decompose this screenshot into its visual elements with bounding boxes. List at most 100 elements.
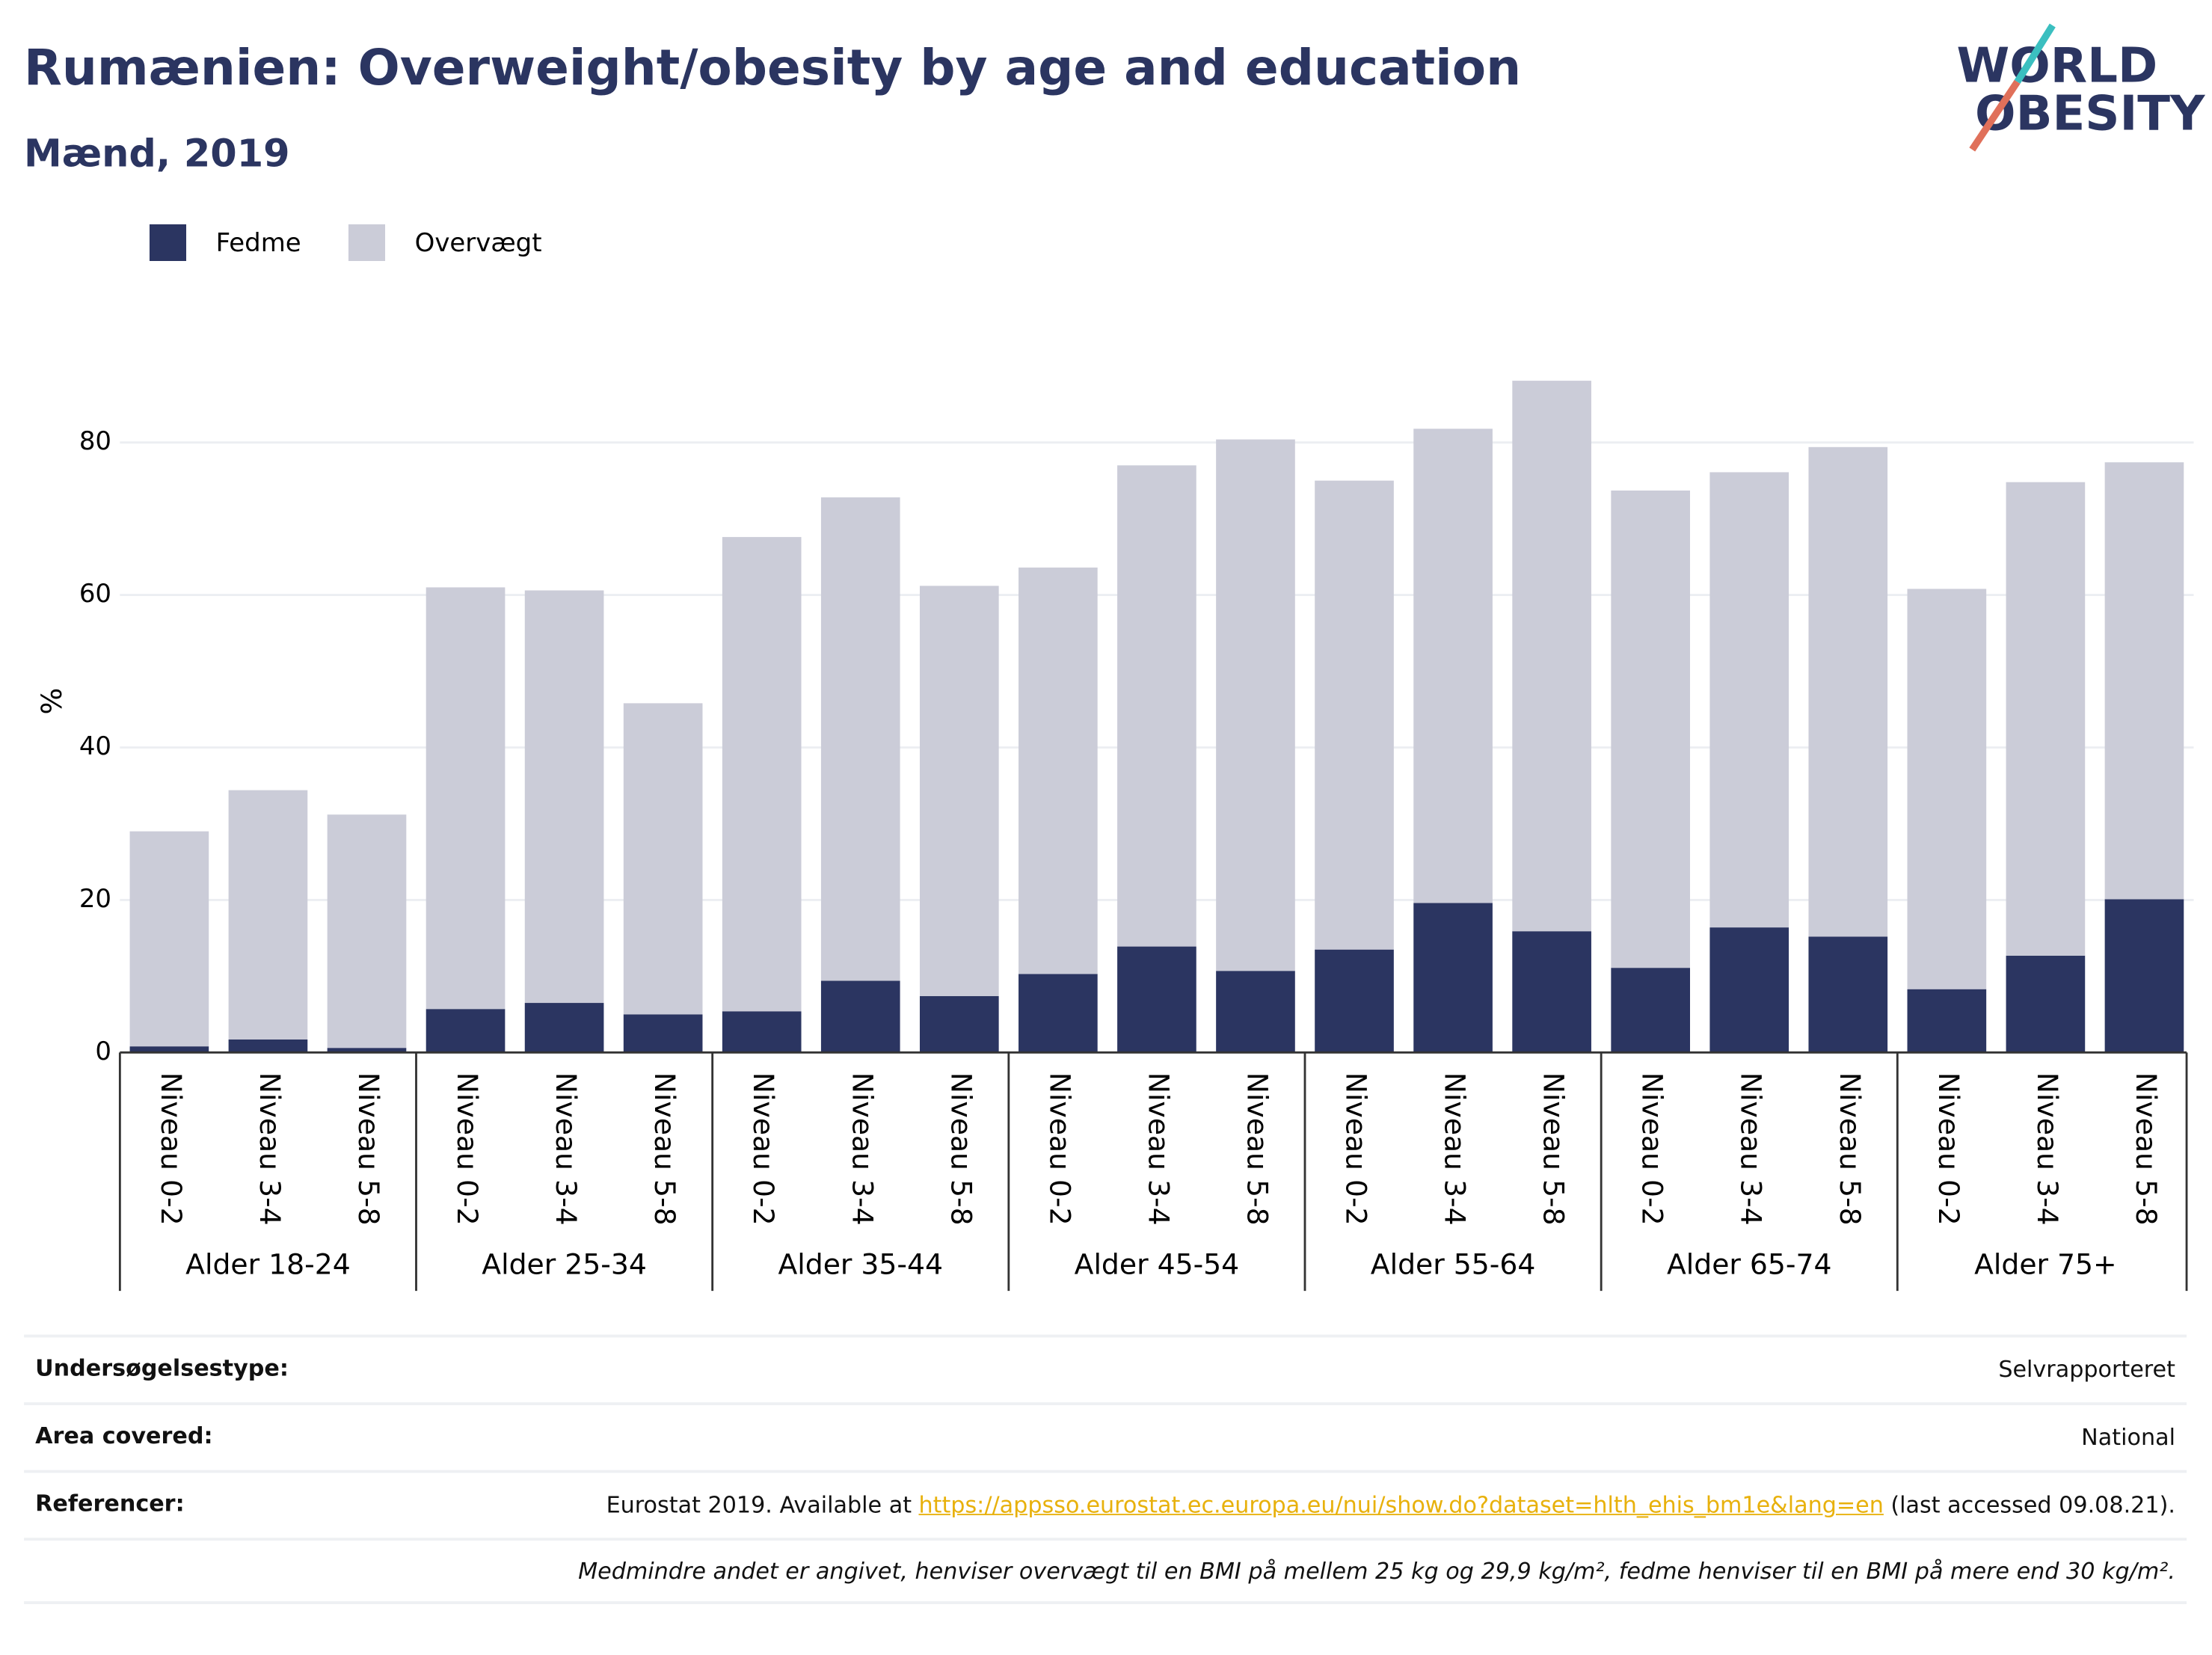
group-label: Alder 65-74 (1667, 1247, 1832, 1280)
x-tick-label: Niveau 0-2 (451, 1072, 484, 1226)
legend-swatch (348, 224, 386, 261)
x-tick-label: Niveau 5-8 (2130, 1072, 2163, 1226)
x-tick-label: Niveau 0-2 (1043, 1072, 1076, 1226)
bar-segment (2006, 482, 2086, 956)
bar-segment (1117, 465, 1196, 947)
x-tick-label: Niveau 3-4 (846, 1072, 879, 1226)
bar-segment (524, 1003, 604, 1053)
bar-segment (722, 537, 802, 1012)
bar-segment (1216, 971, 1295, 1053)
y-tick-label: 20 (79, 884, 111, 914)
bar-segment (1019, 974, 1098, 1053)
bar-segment (919, 586, 999, 996)
legend-label: Overvægt (415, 228, 542, 258)
x-tick-label: Niveau 3-4 (254, 1072, 286, 1226)
group-label: Alder 35-44 (778, 1247, 943, 1280)
bar-segment (1709, 927, 1789, 1053)
x-tick-label: Niveau 3-4 (550, 1072, 583, 1226)
bar-segment (1611, 490, 1691, 968)
group-label: Alder 55-64 (1371, 1247, 1536, 1280)
bar-segment (425, 587, 506, 1010)
info-label: Undersøgelsestype: (35, 1354, 289, 1381)
bar-segment (1907, 589, 1987, 989)
info-row: Area covered: National (24, 1402, 2187, 1470)
bar-segment (327, 814, 407, 1048)
bar-segment (1907, 989, 1987, 1053)
logo-slash (1969, 79, 2021, 152)
x-tick-label: Niveau 3-4 (2031, 1072, 2064, 1226)
info-label: Referencer: (35, 1490, 185, 1517)
bar-segment (129, 831, 209, 1047)
bar-segment (1315, 480, 1394, 950)
info-value: National (2081, 1422, 2175, 1454)
info-label: Area covered: (35, 1422, 213, 1449)
info-value: Selvrapporteret (1998, 1354, 2175, 1386)
y-axis-label: % (35, 688, 68, 715)
chart-subtitle: Mænd, 2019 (24, 132, 290, 176)
bar-segment (1019, 567, 1098, 974)
bar-segment (524, 590, 604, 1004)
info-text: Eurostat 2019. Available at (606, 1491, 912, 1518)
info-text: https://appsso.eurostat.ec.europa.eu/nui… (918, 1491, 1883, 1518)
group-label: Alder 18-24 (185, 1247, 351, 1280)
bar-segment (623, 703, 703, 1015)
bar-segment (425, 1009, 506, 1053)
x-tick-label: Niveau 0-2 (155, 1072, 188, 1226)
x-tick-label: Niveau 0-2 (1636, 1072, 1669, 1226)
bar-segment (228, 1039, 308, 1053)
x-tick-label: Niveau 5-8 (352, 1072, 385, 1226)
bar-segment (327, 1048, 407, 1053)
bar-segment (820, 980, 900, 1053)
info-text: (last accessed 09.08.21). (1890, 1491, 2175, 1518)
x-tick-label: Niveau 5-8 (648, 1072, 681, 1226)
logo-text: WORLD (1957, 37, 2158, 93)
x-tick-label: Niveau 5-8 (1834, 1072, 1867, 1226)
bar-segment (722, 1011, 802, 1053)
bar-segment (228, 790, 308, 1040)
bar-segment (1512, 381, 1591, 932)
x-tick-label: Niveau 5-8 (1537, 1072, 1570, 1226)
bar-segment (1808, 446, 1888, 937)
bar-segment (2104, 462, 2184, 900)
bar-segment (2104, 899, 2184, 1053)
bar-segment (1413, 903, 1493, 1053)
bar-segment (1413, 429, 1493, 903)
bar-segment (1512, 931, 1591, 1053)
bar-segment (1611, 968, 1691, 1053)
x-tick-label: Niveau 3-4 (1439, 1072, 1472, 1226)
y-tick-label: 0 (95, 1037, 111, 1066)
y-tick-label: 60 (79, 579, 111, 609)
bar-segment (623, 1014, 703, 1053)
bar-segment (1808, 936, 1888, 1053)
bar-segment (1709, 472, 1789, 928)
x-tick-label: Niveau 0-2 (747, 1072, 780, 1226)
x-tick-label: Niveau 5-8 (944, 1072, 977, 1226)
group-label: Alder 25-34 (482, 1247, 647, 1280)
footnote: Medmindre andet er angivet, henviser ove… (24, 1538, 2187, 1604)
logo-text: OBESITY (1975, 86, 2206, 142)
y-tick-label: 80 (79, 426, 111, 456)
reference-link[interactable]: https://appsso.eurostat.ec.europa.eu/nui… (918, 1491, 1884, 1518)
x-tick-label: Niveau 3-4 (1735, 1072, 1768, 1226)
chart-title: Rumænien: Overweight/obesity by age and … (24, 39, 1521, 96)
bar-segment (1117, 946, 1196, 1053)
bar-segment (2006, 955, 2086, 1053)
legend-swatch (149, 224, 187, 261)
x-tick-label: Niveau 0-2 (1932, 1072, 1965, 1226)
bar-segment (1315, 949, 1394, 1053)
x-tick-label: Niveau 5-8 (1241, 1072, 1274, 1226)
logo-slash (2014, 23, 2056, 84)
bar-segment (129, 1046, 209, 1053)
group-label: Alder 75+ (1974, 1247, 2117, 1280)
info-text: National (2081, 1423, 2175, 1451)
info-text: Selvrapporteret (1998, 1355, 2175, 1383)
info-table: Undersøgelsestype: Selvrapporteret Area co… (24, 1334, 2187, 1604)
x-tick-label: Niveau 0-2 (1340, 1072, 1373, 1226)
bar-segment (919, 995, 999, 1053)
chart: Rumænien: Overweight/obesity by age and … (24, 23, 2206, 1292)
info-row: Referencer: Eurostat 2019. Available at ht… (24, 1470, 2187, 1538)
y-tick-label: 40 (79, 731, 111, 761)
x-tick-label: Niveau 3-4 (1142, 1072, 1175, 1226)
